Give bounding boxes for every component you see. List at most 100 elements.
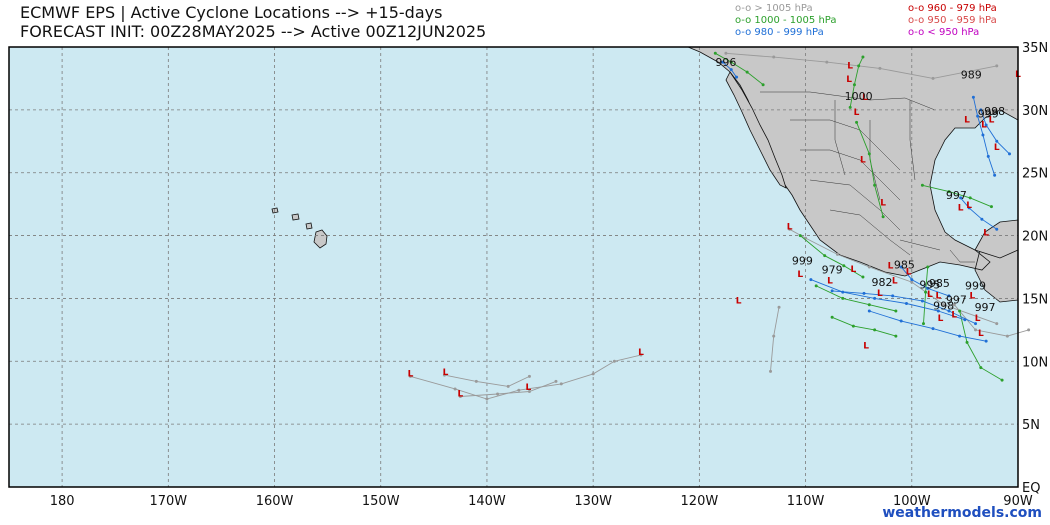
track-line — [980, 109, 1010, 155]
track-point — [814, 284, 818, 288]
pressure-label: 997 — [946, 293, 967, 306]
low-marker: L — [846, 75, 852, 85]
track-point — [995, 227, 999, 231]
track-point — [721, 60, 725, 64]
low-marker: L — [935, 291, 941, 301]
track-point — [851, 324, 855, 328]
low-marker: L — [638, 348, 644, 358]
track-point — [823, 254, 827, 258]
low-marker: L — [787, 222, 793, 232]
low-marker: L — [927, 290, 933, 300]
lat-tick-label: 30N — [1022, 104, 1048, 119]
track-line — [800, 235, 864, 278]
low-marker: L — [938, 314, 944, 324]
track-point — [910, 278, 914, 282]
track-point — [931, 76, 935, 80]
track-line — [900, 266, 950, 297]
lon-tick-label: 130W — [574, 494, 612, 509]
track-point — [798, 234, 802, 238]
track-point — [809, 278, 813, 282]
hawaii-big-island — [313, 229, 328, 249]
track-point — [527, 374, 531, 378]
pressure-label: 997 — [946, 189, 967, 202]
track-point — [1005, 334, 1009, 338]
low-marker: L — [862, 93, 868, 103]
pressure-label: 999 — [792, 254, 813, 267]
track-point — [974, 322, 978, 326]
pressure-label: 997 — [975, 301, 996, 314]
lat-tick-label: EQ — [1022, 481, 1040, 496]
low-marker: L — [408, 369, 414, 379]
hawaii-oahu — [291, 213, 300, 221]
track-point — [995, 139, 999, 143]
legend-item-lt950: o-o < 950 hPa — [908, 27, 980, 38]
track-point — [408, 374, 412, 378]
track-point — [591, 372, 595, 376]
chart-subtitle: FORECAST INIT: 00Z28MAY2025 --> Active 0… — [20, 22, 487, 41]
track-point — [952, 303, 956, 307]
track-line — [460, 380, 557, 397]
pressure-label: 985 — [894, 258, 915, 271]
low-marker: L — [877, 289, 883, 299]
track-point — [959, 196, 963, 200]
track-point — [867, 309, 871, 313]
track-point — [967, 206, 971, 210]
track-point — [920, 183, 924, 187]
low-marker: L — [978, 329, 984, 339]
lon-tick-label: 120W — [681, 494, 719, 509]
state-borders — [760, 91, 975, 263]
track-point — [1027, 328, 1031, 332]
track-point — [981, 133, 985, 137]
track-point — [842, 264, 846, 268]
track-point — [926, 286, 930, 290]
track-point — [947, 309, 951, 313]
pressure-label: 999 — [965, 280, 986, 293]
track-point — [841, 296, 845, 300]
track-point — [947, 190, 951, 194]
track-point — [485, 397, 489, 401]
low-marker: L — [969, 291, 975, 301]
track-point — [713, 51, 717, 55]
low-marker: L — [443, 368, 449, 378]
map-frame — [8, 46, 1019, 488]
legend-item-950-959: o-o 950 - 959 hPa — [908, 15, 997, 26]
lat-tick-label: 20N — [1022, 230, 1048, 245]
track-point — [989, 205, 993, 209]
track-point — [965, 340, 969, 344]
track-point — [904, 301, 908, 305]
pressure-label: 998 — [933, 300, 954, 313]
track-point — [612, 359, 616, 363]
track-line — [849, 56, 864, 108]
track-line — [832, 290, 976, 325]
track-point — [993, 173, 997, 177]
track-point — [857, 64, 861, 68]
track-point — [777, 305, 781, 309]
track-point — [986, 154, 990, 158]
pressure-label: 982 — [872, 276, 893, 289]
track-point — [873, 183, 877, 187]
low-marker: L — [958, 203, 964, 213]
legend-item-1000-1005: o-o 1000 - 1005 hPa — [735, 15, 837, 26]
track-point — [984, 339, 988, 343]
track-point — [517, 388, 521, 392]
lon-tick-label: 140W — [468, 494, 506, 509]
pressure-label: 999 — [978, 107, 999, 120]
low-marker: L — [860, 156, 866, 166]
low-marker: L — [966, 201, 972, 211]
track-point — [769, 369, 773, 373]
track-point — [920, 299, 924, 303]
track-point — [442, 373, 446, 377]
track-point — [772, 334, 776, 338]
pressure-label: 989 — [961, 68, 982, 81]
low-marker: L — [888, 261, 894, 271]
track-point — [559, 382, 563, 386]
lon-tick-label: 160W — [256, 494, 294, 509]
track-point — [881, 215, 885, 219]
track-point — [979, 366, 983, 370]
low-marker: L — [983, 229, 989, 239]
low-marker: L — [892, 276, 898, 286]
track-point — [867, 265, 871, 269]
track-line — [960, 197, 998, 230]
track-line — [959, 310, 1003, 381]
